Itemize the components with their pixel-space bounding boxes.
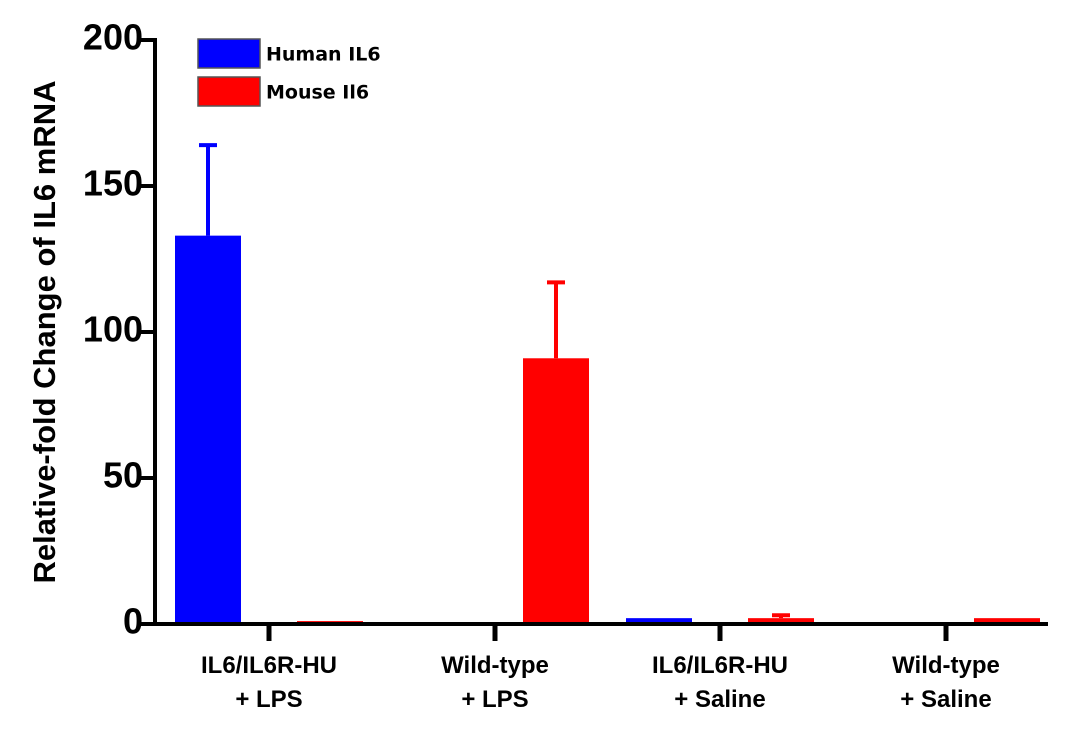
x-tick-label-line: + Saline (900, 686, 991, 713)
legend-label-mouse-il6: Mouse Il6 (266, 82, 369, 104)
y-axis-title: Relative-fold Change of IL6 mRNA (27, 81, 62, 584)
y-tick-label-100: 100 (83, 309, 143, 350)
x-tick-label-3: IL6/IL6R-HU + Saline (652, 652, 788, 713)
x-tick-label-line: + Saline (674, 686, 765, 713)
bar-mouse-il6-4 (974, 618, 1040, 624)
x-tick-label-line: + LPS (235, 686, 302, 713)
legend-swatch-mouse-il6 (197, 76, 261, 107)
bar-mouse-il6-2 (523, 358, 589, 624)
y-tick-label-150: 150 (83, 163, 143, 204)
bar-human-il6-1 (175, 235, 241, 624)
y-tick-label-50: 50 (103, 455, 143, 496)
x-tick-label-line: Wild-type (441, 652, 549, 679)
legend-swatch-human-il6 (197, 38, 261, 69)
x-tick-label-line: + LPS (461, 686, 528, 713)
x-tick-label-line: Wild-type (892, 652, 1000, 679)
x-tick-label-line: IL6/IL6R-HU (652, 652, 788, 679)
y-tick-label-200: 200 (83, 17, 143, 58)
x-tick-label-1: IL6/IL6R-HU + LPS (201, 652, 337, 713)
y-tick-label-0: 0 (123, 601, 143, 642)
bar-mouse-il6-3 (748, 618, 814, 624)
x-tick-label-line: IL6/IL6R-HU (201, 652, 337, 679)
legend: Human IL6 Mouse Il6 (197, 38, 381, 107)
legend-label-human-il6: Human IL6 (266, 44, 381, 66)
bar-human-il6-3 (626, 618, 692, 624)
x-tick-label-2: Wild-type + LPS (441, 652, 549, 713)
x-tick-label-4: Wild-type + Saline (892, 652, 1000, 713)
plot-area: 0 50 100 150 200 IL6/IL6R-HU + LPS Wild-type + L… (83, 17, 1048, 713)
